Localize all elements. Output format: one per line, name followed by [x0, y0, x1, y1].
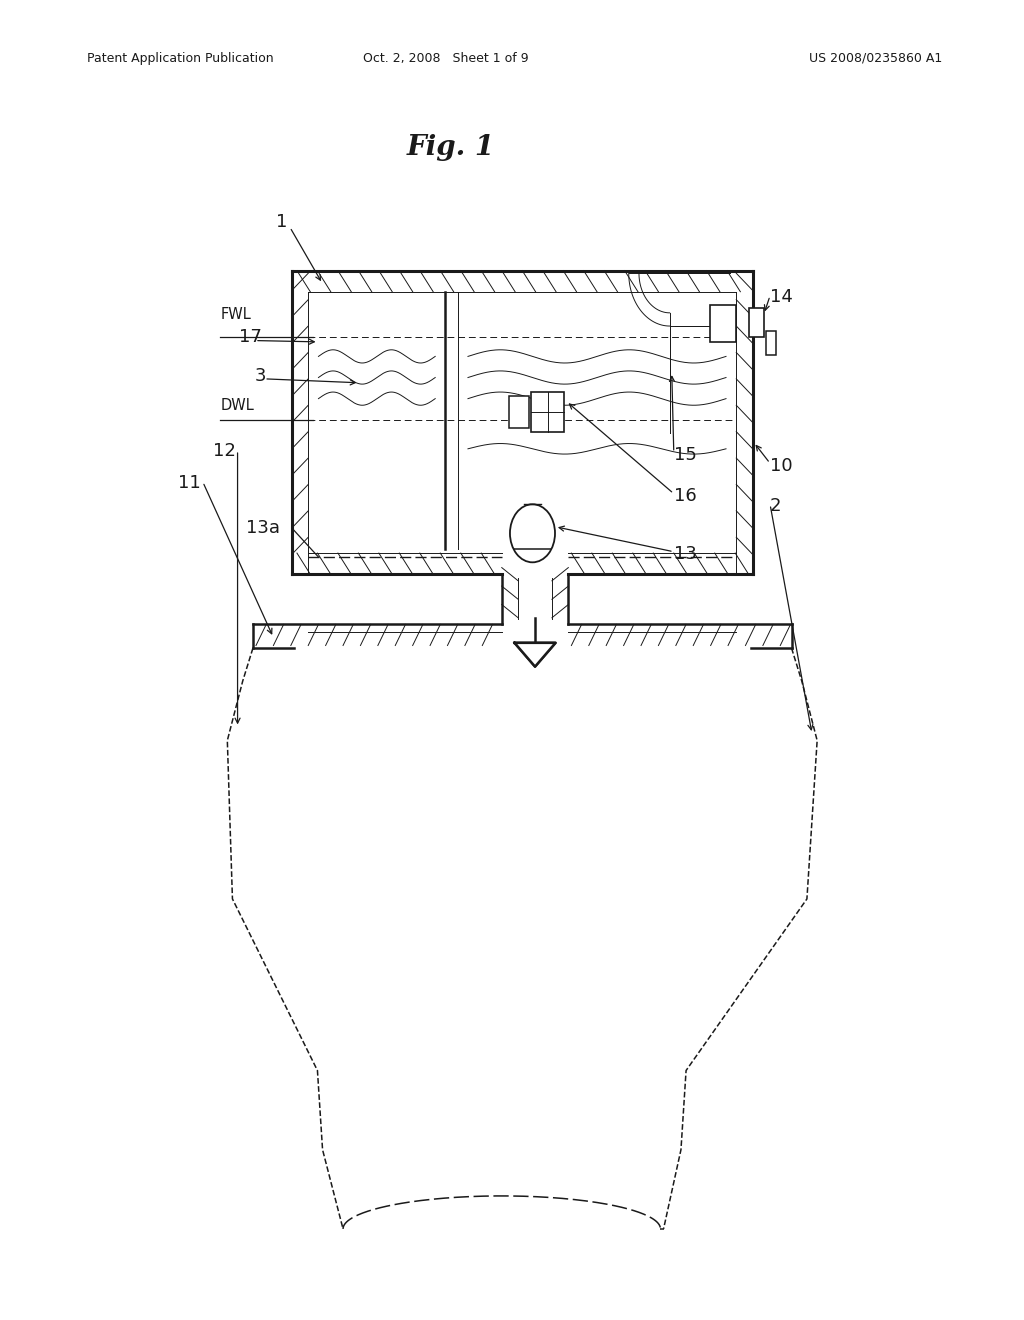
- Text: 17: 17: [239, 327, 261, 346]
- Text: 11: 11: [178, 474, 201, 492]
- Text: 13a: 13a: [246, 519, 280, 537]
- Text: 2: 2: [770, 496, 781, 515]
- Text: 16: 16: [674, 487, 696, 506]
- Text: DWL: DWL: [220, 397, 254, 413]
- Text: 14: 14: [770, 288, 793, 306]
- Text: Fig. 1: Fig. 1: [407, 135, 495, 161]
- Bar: [509, 396, 529, 428]
- Text: 12: 12: [213, 442, 236, 461]
- Bar: [710, 305, 736, 342]
- Text: 1: 1: [275, 213, 288, 231]
- Text: US 2008/0235860 A1: US 2008/0235860 A1: [809, 51, 942, 65]
- Text: 10: 10: [770, 457, 793, 475]
- Text: 3: 3: [255, 367, 266, 385]
- Text: 15: 15: [674, 446, 696, 465]
- Text: 13: 13: [674, 545, 696, 564]
- Text: Patent Application Publication: Patent Application Publication: [87, 51, 273, 65]
- Bar: [531, 392, 564, 432]
- Text: FWL: FWL: [220, 306, 251, 322]
- Bar: [766, 331, 776, 355]
- Polygon shape: [514, 643, 555, 667]
- Text: Oct. 2, 2008   Sheet 1 of 9: Oct. 2, 2008 Sheet 1 of 9: [362, 51, 528, 65]
- Bar: [749, 308, 764, 337]
